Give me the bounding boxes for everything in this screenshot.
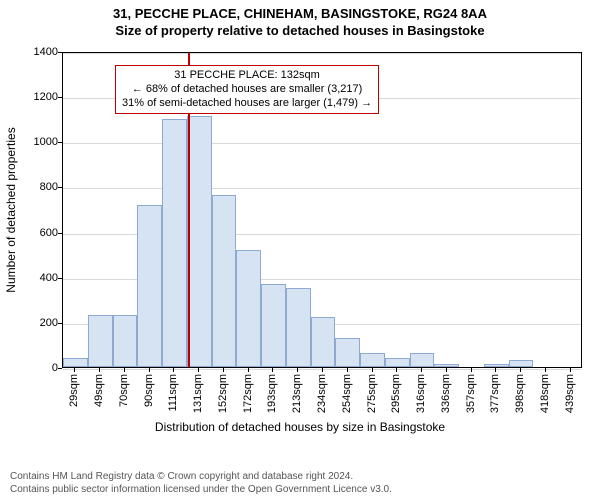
xtick-label: 234sqm	[316, 374, 328, 413]
ytick-label: 600	[22, 227, 58, 239]
xtick-mark	[297, 368, 298, 372]
xtick-label: 193sqm	[266, 374, 278, 413]
ytick-mark	[58, 187, 62, 188]
histogram-bar	[360, 353, 385, 367]
xtick-mark	[272, 368, 273, 372]
gridline	[63, 53, 581, 54]
xtick-mark	[347, 368, 348, 372]
xtick-mark	[421, 368, 422, 372]
ytick-label: 800	[22, 181, 58, 193]
xtick-mark	[545, 368, 546, 372]
xtick-mark	[99, 368, 100, 372]
xtick-label: 418sqm	[539, 374, 551, 413]
ytick-mark	[58, 233, 62, 234]
xtick-mark	[223, 368, 224, 372]
histogram-bar	[335, 338, 360, 367]
xtick-mark	[198, 368, 199, 372]
page-title-2: Size of property relative to detached ho…	[0, 23, 600, 40]
footer-line-2: Contains public sector information licen…	[10, 483, 600, 496]
xtick-mark	[396, 368, 397, 372]
histogram-bar	[137, 205, 162, 368]
gridline	[63, 188, 581, 189]
y-axis-label: Number of detached properties	[4, 127, 18, 292]
xtick-mark	[322, 368, 323, 372]
footer-line-1: Contains HM Land Registry data © Crown c…	[10, 470, 600, 483]
xtick-label: 439sqm	[564, 374, 576, 413]
gridline	[63, 143, 581, 144]
xtick-label: 49sqm	[93, 374, 105, 407]
ytick-label: 400	[22, 272, 58, 284]
xtick-label: 152sqm	[217, 374, 229, 413]
plot-area: 31 PECCHE PLACE: 132sqm← 68% of detached…	[62, 52, 582, 368]
annotation-box: 31 PECCHE PLACE: 132sqm← 68% of detached…	[115, 65, 379, 114]
xtick-label: 213sqm	[291, 374, 303, 413]
histogram-bar	[88, 315, 113, 367]
histogram-bar	[434, 364, 459, 367]
xtick-mark	[124, 368, 125, 372]
xtick-mark	[149, 368, 150, 372]
xtick-label: 131sqm	[192, 374, 204, 413]
ytick-mark	[58, 97, 62, 98]
x-axis-label: Distribution of detached houses by size …	[0, 420, 600, 434]
ytick-mark	[58, 323, 62, 324]
xtick-mark	[372, 368, 373, 372]
xtick-label: 275sqm	[366, 374, 378, 413]
annotation-line: 31% of semi-detached houses are larger (…	[122, 97, 372, 111]
histogram-bar	[113, 315, 138, 367]
histogram-bar	[311, 317, 336, 367]
xtick-label: 254sqm	[341, 374, 353, 413]
xtick-label: 336sqm	[440, 374, 452, 413]
xtick-label: 357sqm	[465, 374, 477, 413]
xtick-mark	[173, 368, 174, 372]
histogram-bar	[410, 353, 435, 367]
histogram-bar	[261, 284, 286, 368]
ytick-mark	[58, 142, 62, 143]
ytick-label: 1000	[22, 136, 58, 148]
xtick-mark	[495, 368, 496, 372]
histogram-bar	[236, 250, 261, 367]
xtick-label: 295sqm	[390, 374, 402, 413]
xtick-label: 172sqm	[242, 374, 254, 413]
histogram-bar	[286, 288, 311, 367]
footer-attribution: Contains HM Land Registry data © Crown c…	[0, 470, 600, 496]
ytick-label: 1200	[22, 91, 58, 103]
ytick-label: 0	[22, 362, 58, 374]
ytick-mark	[58, 368, 62, 369]
ytick-mark	[58, 278, 62, 279]
histogram-bar	[187, 116, 212, 367]
xtick-label: 398sqm	[514, 374, 526, 413]
histogram-bar	[212, 195, 237, 367]
ytick-mark	[58, 52, 62, 53]
xtick-label: 29sqm	[68, 374, 80, 407]
ytick-label: 200	[22, 317, 58, 329]
xtick-label: 111sqm	[167, 374, 179, 412]
histogram-bar	[484, 364, 509, 367]
xtick-mark	[570, 368, 571, 372]
xtick-mark	[520, 368, 521, 372]
xtick-label: 70sqm	[118, 374, 130, 407]
page-title-1: 31, PECCHE PLACE, CHINEHAM, BASINGSTOKE,…	[0, 6, 600, 23]
xtick-label: 377sqm	[489, 374, 501, 413]
histogram-bar	[162, 119, 187, 367]
histogram-bar	[385, 358, 410, 367]
annotation-line: ← 68% of detached houses are smaller (3,…	[122, 83, 372, 97]
ytick-label: 1400	[22, 46, 58, 58]
annotation-line: 31 PECCHE PLACE: 132sqm	[122, 69, 372, 83]
histogram-bar	[509, 360, 534, 367]
xtick-mark	[446, 368, 447, 372]
xtick-mark	[471, 368, 472, 372]
xtick-mark	[248, 368, 249, 372]
xtick-label: 90sqm	[143, 374, 155, 407]
xtick-label: 316sqm	[415, 374, 427, 413]
xtick-mark	[74, 368, 75, 372]
chart-area: Number of detached properties 31 PECCHE …	[0, 44, 600, 440]
histogram-bar	[63, 358, 88, 367]
